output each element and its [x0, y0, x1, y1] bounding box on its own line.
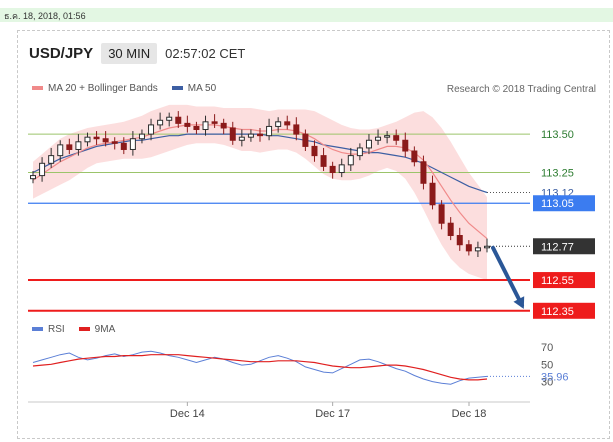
x-tick-label: Dec 17 [315, 408, 350, 420]
candle-body [157, 119, 164, 126]
candle-body [111, 141, 118, 144]
candle-body [338, 164, 345, 174]
chart-card: USD/JPY 30 MIN 02:57:02 CET MA 20 + Boll… [17, 30, 610, 439]
candle-body [402, 139, 409, 152]
clock: 02:57:02 CET [165, 45, 246, 61]
candle-body [438, 204, 445, 224]
legend-item-ma50: MA 50 [171, 83, 217, 94]
candle-body [302, 133, 309, 147]
candle-body [429, 182, 436, 206]
candle-body [30, 175, 36, 180]
candle-body [320, 155, 327, 167]
candle-body [184, 122, 191, 127]
candle-body [347, 155, 354, 166]
candle-body [365, 139, 372, 149]
candle-body [202, 121, 209, 131]
level-label-resistance: 113.25 [541, 168, 574, 180]
candle-body [266, 125, 273, 137]
candle-body [93, 136, 100, 140]
candle-body [447, 222, 454, 237]
candle-body [166, 116, 173, 121]
candle-body [120, 142, 127, 150]
forecast-arrowhead [513, 296, 525, 309]
candle-body [75, 141, 82, 150]
legend-label: MA 20 + Bollinger Bands [48, 83, 158, 94]
candle-body [474, 247, 481, 252]
candle-body [284, 121, 291, 126]
legend-label: RSI [48, 324, 65, 335]
candle-body [193, 125, 200, 131]
candle-body [329, 165, 336, 174]
candle-body [257, 133, 263, 137]
candle-body [247, 133, 254, 138]
candle-body [275, 121, 282, 127]
candle-body [211, 121, 218, 124]
rsi-line [32, 350, 488, 385]
level-label-support: 112.55 [541, 275, 574, 287]
candle-body [57, 144, 64, 157]
legend-swatch [32, 86, 43, 91]
rsi-tick-label: 50 [541, 359, 553, 371]
candle-body [411, 150, 418, 163]
candle-body [311, 145, 318, 157]
rsi-tick-label: 30 [541, 377, 553, 389]
candle-body [465, 244, 472, 252]
legend-label: 9MA [94, 324, 116, 335]
legend-swatch [171, 86, 183, 91]
legend-label: MA 50 [187, 83, 217, 94]
candle-body [220, 122, 227, 129]
candle-body [393, 135, 400, 141]
x-tick-label: Dec 18 [452, 408, 487, 420]
candle-body [293, 124, 300, 135]
candle-body [356, 147, 363, 157]
candle-body [484, 245, 490, 249]
timeframe-badge[interactable]: 30 MIN [101, 42, 158, 64]
rsi-ma9-line [32, 354, 488, 381]
candle-body [148, 124, 155, 135]
candle-body [84, 136, 91, 143]
price-legend: MA 20 + Bollinger Bands MA 50 [32, 83, 216, 94]
candle-body [48, 155, 55, 164]
candle-body [39, 162, 46, 177]
candle-body [129, 138, 136, 150]
forecast-arrow [491, 245, 524, 308]
legend-item-ma20: MA 20 + Bollinger Bands [32, 83, 158, 94]
credit-text: Research © 2018 Trading Central [446, 84, 596, 95]
level-label-resistance: 113.50 [541, 129, 574, 141]
candle-body [138, 133, 145, 140]
candle-body [420, 161, 427, 184]
level-label-pivot: 113.05 [541, 198, 574, 210]
level-label-last: 112.77 [541, 241, 574, 253]
legend-item-9ma: 9MA [78, 324, 116, 335]
candle-body [238, 136, 245, 141]
bollinger-band [33, 104, 487, 281]
date-strip: ธ.ค. 18, 2018, 01:56 [0, 8, 613, 22]
rsi-last-label: 35.96 [541, 371, 569, 383]
x-tick-label: Dec 14 [170, 408, 205, 420]
chart-header: USD/JPY 30 MIN 02:57:02 CET [29, 41, 245, 65]
legend-item-rsi: RSI [32, 324, 65, 335]
candle-body [456, 235, 463, 246]
legend-swatch [32, 327, 43, 332]
currency-pair: USD/JPY [29, 44, 94, 62]
level-tag-support [533, 302, 595, 319]
candle-body [384, 135, 391, 138]
date-stamp: ธ.ค. 18, 2018, 01:56 [4, 11, 86, 21]
rsi-legend: RSI 9MA [32, 324, 115, 335]
legend-swatch [78, 327, 90, 332]
level-label-support: 112.35 [541, 306, 574, 318]
candle-body [102, 138, 109, 143]
level-tag-pivot [533, 195, 595, 212]
candle-body [66, 144, 73, 150]
level-tag-last [533, 238, 595, 255]
candle-body [375, 136, 382, 141]
candle-body [229, 127, 236, 141]
level-tag-support [533, 272, 595, 289]
rsi-tick-label: 70 [541, 342, 553, 354]
candle-body [175, 116, 182, 124]
